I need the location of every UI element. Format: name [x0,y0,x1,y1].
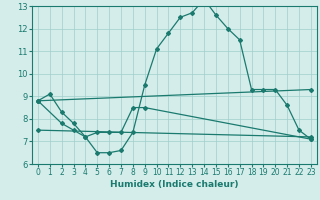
X-axis label: Humidex (Indice chaleur): Humidex (Indice chaleur) [110,180,239,189]
